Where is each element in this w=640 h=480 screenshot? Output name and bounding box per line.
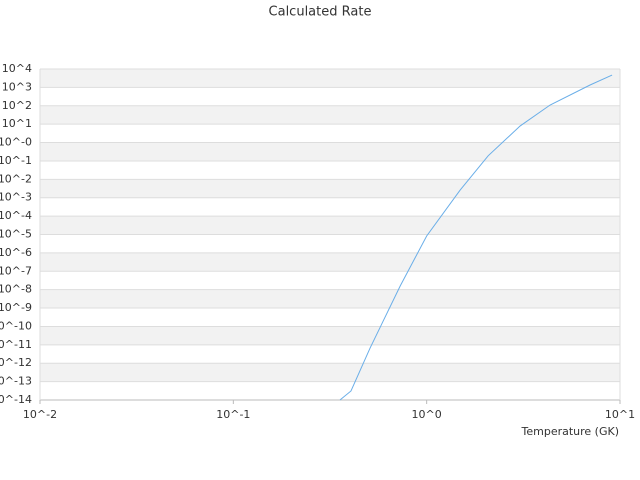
y-tick-label: 10^-5 — [0, 228, 32, 241]
grid-band — [40, 142, 620, 161]
x-tick-label: 10^1 — [605, 408, 635, 421]
grid-band — [40, 179, 620, 198]
chart-title: Calculated Rate — [269, 5, 372, 20]
y-tick-label: 10^-7 — [0, 264, 32, 277]
line — [339, 74, 613, 401]
y-tick-label: 10^3 — [2, 80, 32, 93]
x-tick-label: 10^-1 — [216, 408, 250, 421]
grid-band — [40, 289, 620, 309]
grid-band — [40, 216, 620, 235]
grid-band — [40, 69, 620, 88]
y-tick-label: 10^-9 — [0, 301, 32, 314]
y-tick-label: 10^-12 — [0, 356, 32, 369]
grid-band — [40, 252, 620, 272]
y-tick-label: 10^-2 — [0, 172, 32, 185]
grid-band — [40, 363, 620, 382]
y-tick-label: 10^-14 — [0, 393, 32, 406]
x-tick-label: 10^-2 — [23, 408, 57, 421]
y-tick-label: 10^-1 — [0, 154, 32, 167]
y-tick-label: 10^1 — [2, 117, 32, 130]
y-tick-label: 10^-13 — [0, 375, 32, 388]
grid-band — [40, 326, 620, 345]
y-tick-label: 10^-4 — [0, 209, 32, 222]
y-tick-label: 10^-11 — [0, 338, 32, 351]
x-axis-label: Temperature (GK) — [521, 425, 620, 438]
y-tick-label: 10^4 — [2, 62, 32, 75]
y-tick-label: 10^2 — [2, 99, 32, 112]
y-tick-label: 10^-10 — [0, 319, 32, 332]
x-tick-label: 10^0 — [412, 408, 442, 421]
y-tick-label: 10^-3 — [0, 191, 32, 204]
grid-band — [40, 105, 620, 125]
y-tick-label: 10^-0 — [0, 136, 32, 149]
y-tick-label: 10^-8 — [0, 283, 32, 296]
y-tick-label: 10^-6 — [0, 246, 32, 259]
